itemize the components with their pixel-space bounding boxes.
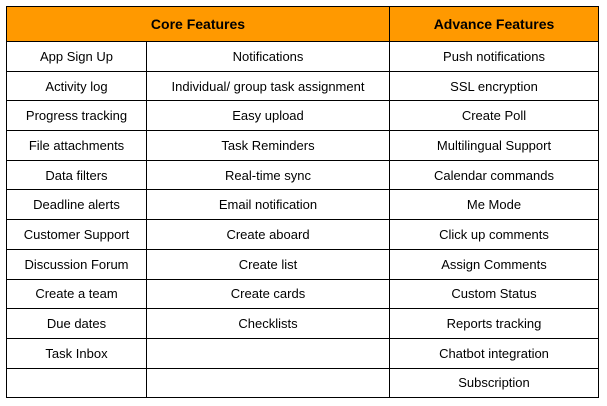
core-feature-cell: Individual/ group task assignment bbox=[146, 70, 390, 102]
table-row: Deadline alerts Email notification Me Mo… bbox=[6, 189, 599, 221]
core-feature-cell: Email notification bbox=[146, 189, 390, 221]
advance-feature-cell: Chatbot integration bbox=[389, 337, 599, 369]
advance-feature-cell: Calendar commands bbox=[389, 159, 599, 191]
core-feature-cell: Checklists bbox=[146, 308, 390, 339]
table-row: Data filters Real-time sync Calendar com… bbox=[6, 159, 599, 191]
table-row: Customer Support Create aboard Click up … bbox=[6, 219, 599, 250]
table-row: App Sign Up Notifications Push notificat… bbox=[6, 41, 599, 72]
core-feature-cell: Progress tracking bbox=[6, 100, 147, 132]
table-row: Progress tracking Easy upload Create Pol… bbox=[6, 100, 599, 132]
core-feature-cell: Task Inbox bbox=[6, 337, 147, 369]
table-row: Discussion Forum Create list Assign Comm… bbox=[6, 248, 599, 280]
core-feature-cell: Real-time sync bbox=[146, 159, 390, 191]
core-feature-cell: Discussion Forum bbox=[6, 248, 147, 280]
table-row: Activity log Individual/ group task assi… bbox=[6, 70, 599, 102]
advance-feature-cell: Push notifications bbox=[389, 41, 599, 72]
advance-feature-cell: Custom Status bbox=[389, 278, 599, 310]
features-body: App Sign Up Notifications Push notificat… bbox=[6, 41, 599, 399]
core-feature-cell: Create list bbox=[146, 248, 390, 280]
core-feature-cell: Easy upload bbox=[146, 100, 390, 132]
core-feature-cell: Create cards bbox=[146, 278, 390, 310]
advance-features-header: Advance Features bbox=[389, 6, 599, 42]
advance-feature-cell: Reports tracking bbox=[389, 308, 599, 339]
core-feature-cell bbox=[146, 337, 390, 369]
core-features-header: Core Features bbox=[6, 6, 390, 42]
core-feature-cell: Activity log bbox=[6, 70, 147, 102]
advance-feature-cell: SSL encryption bbox=[389, 70, 599, 102]
core-feature-cell: Create aboard bbox=[146, 219, 390, 250]
advance-feature-cell: Click up comments bbox=[389, 219, 599, 250]
table-row: Create a team Create cards Custom Status bbox=[6, 278, 599, 310]
advance-feature-cell: Create Poll bbox=[389, 100, 599, 132]
table-row: Task Inbox Chatbot integration bbox=[6, 337, 599, 369]
core-feature-cell: Customer Support bbox=[6, 219, 147, 250]
table-row: Subscription bbox=[6, 367, 599, 399]
advance-feature-cell: Multilingual Support bbox=[389, 130, 599, 161]
core-feature-cell: Task Reminders bbox=[146, 130, 390, 161]
core-feature-cell: Data filters bbox=[6, 159, 147, 191]
core-feature-cell bbox=[146, 367, 390, 399]
table-row: File attachments Task Reminders Multilin… bbox=[6, 130, 599, 161]
header-row: Core Features Advance Features bbox=[6, 6, 599, 42]
core-feature-cell: File attachments bbox=[6, 130, 147, 161]
core-feature-cell: Create a team bbox=[6, 278, 147, 310]
advance-feature-cell: Assign Comments bbox=[389, 248, 599, 280]
core-feature-cell: Due dates bbox=[6, 308, 147, 339]
advance-feature-cell: Subscription bbox=[389, 367, 599, 399]
features-table: Core Features Advance Features App Sign … bbox=[6, 6, 599, 399]
core-feature-cell: App Sign Up bbox=[6, 41, 147, 72]
core-feature-cell: Deadline alerts bbox=[6, 189, 147, 221]
table-row: Due dates Checklists Reports tracking bbox=[6, 308, 599, 339]
core-feature-cell: Notifications bbox=[146, 41, 390, 72]
advance-feature-cell: Me Mode bbox=[389, 189, 599, 221]
core-feature-cell bbox=[6, 367, 147, 399]
